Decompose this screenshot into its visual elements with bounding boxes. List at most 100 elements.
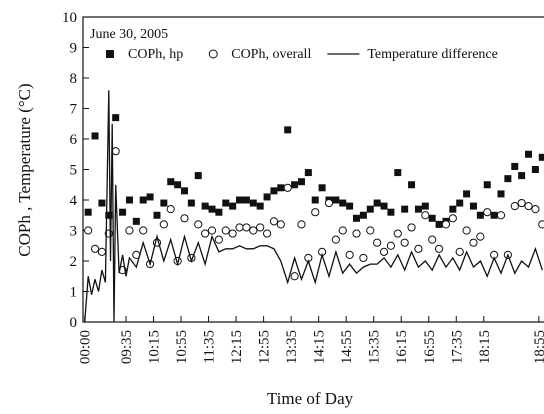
circle-marker [242, 223, 251, 232]
square-marker [483, 181, 491, 189]
square-marker [456, 199, 464, 207]
square-marker [174, 181, 182, 189]
circle-marker [331, 235, 340, 244]
circle-marker [428, 235, 437, 244]
square-marker [284, 126, 292, 134]
circle-marker [283, 183, 292, 192]
circle-marker [373, 238, 382, 247]
legend-marker [208, 49, 218, 59]
square-marker [242, 196, 250, 204]
square-marker [346, 202, 354, 210]
square-marker [132, 217, 140, 225]
circle-marker [201, 229, 210, 238]
legend-label: Temperature difference [367, 47, 498, 62]
square-marker [414, 205, 422, 213]
square-marker [518, 172, 526, 180]
square-marker [180, 187, 188, 195]
circle-marker [194, 220, 203, 229]
square-marker [359, 211, 367, 219]
square-marker [105, 211, 113, 219]
circle-marker [379, 247, 389, 256]
y-tick-label: 6 [70, 132, 78, 148]
circle-marker [400, 238, 409, 247]
square-marker [339, 199, 347, 207]
square-marker [277, 184, 285, 192]
square-marker [318, 184, 326, 192]
square-marker [119, 208, 127, 216]
circle-marker [531, 205, 540, 214]
circle-marker [448, 214, 457, 223]
x-tick-label: 10:55 [174, 330, 190, 364]
square-marker [139, 196, 147, 204]
square-marker [146, 193, 154, 201]
y-tick-label: 1 [70, 285, 78, 301]
circle-marker [510, 202, 519, 211]
square-marker [408, 181, 416, 189]
square-marker [153, 211, 161, 219]
circle-marker [84, 226, 93, 235]
x-tick-label: 18:15 [477, 330, 493, 364]
square-marker [304, 169, 312, 177]
circle-marker [455, 247, 464, 256]
square-marker [222, 199, 230, 207]
circle-marker [476, 232, 485, 241]
circle-marker [139, 226, 148, 235]
circle-marker [256, 223, 265, 232]
square-marker [380, 202, 388, 210]
circle-marker [441, 220, 451, 229]
square-marker [84, 208, 92, 216]
circle-marker [276, 220, 285, 229]
y-tick-label: 0 [70, 315, 78, 331]
square-marker [463, 190, 471, 198]
circle-marker [421, 211, 430, 220]
y-tick-label: 10 [62, 10, 77, 26]
circle-marker [159, 220, 168, 229]
square-marker [504, 175, 512, 183]
x-tick-label: 00:00 [78, 330, 94, 364]
x-tick-label: 11:35 [202, 330, 218, 364]
circle-marker [269, 217, 279, 226]
circle-marker [462, 226, 471, 235]
circle-marker [338, 226, 347, 235]
x-axis-label: Time of Day [267, 389, 354, 408]
y-tick-label: 9 [70, 41, 78, 57]
circle-marker [207, 226, 217, 235]
x-tick-label: 12:15 [229, 330, 245, 364]
circle-marker [359, 253, 368, 263]
x-tick-label: 14:15 [312, 330, 328, 364]
x-tick-label: 14:55 [339, 330, 355, 364]
circle-marker [166, 205, 175, 214]
line [84, 90, 543, 322]
square-marker [421, 202, 429, 210]
square-marker [201, 202, 209, 210]
circle-marker [386, 241, 396, 250]
circle-marker [311, 208, 320, 217]
circle-marker [111, 147, 120, 156]
square-marker [167, 178, 175, 186]
y-tick-label: 8 [70, 71, 78, 87]
y-tick-label: 4 [70, 193, 78, 209]
square-marker [511, 162, 519, 170]
square-marker [270, 187, 278, 195]
circle-marker [524, 202, 533, 211]
circle-marker [235, 223, 244, 232]
square-marker [476, 211, 484, 219]
circle-marker [434, 244, 444, 253]
square-marker [98, 199, 106, 207]
y-tick-label: 7 [70, 102, 78, 118]
square-marker [229, 202, 237, 210]
legend-marker [106, 50, 114, 58]
circle-marker [97, 247, 107, 256]
y-axis-label: COPh , Temperature (°C) [15, 83, 34, 256]
square-marker [187, 199, 195, 207]
circle-marker [262, 229, 272, 238]
square-marker [490, 211, 498, 219]
square-marker [525, 150, 533, 158]
square-marker [112, 114, 120, 122]
circle-marker [517, 198, 526, 208]
square-marker [263, 193, 271, 201]
circle-marker [221, 226, 230, 235]
square-marker [435, 220, 443, 228]
square-marker [366, 205, 374, 213]
square-marker [373, 199, 381, 207]
